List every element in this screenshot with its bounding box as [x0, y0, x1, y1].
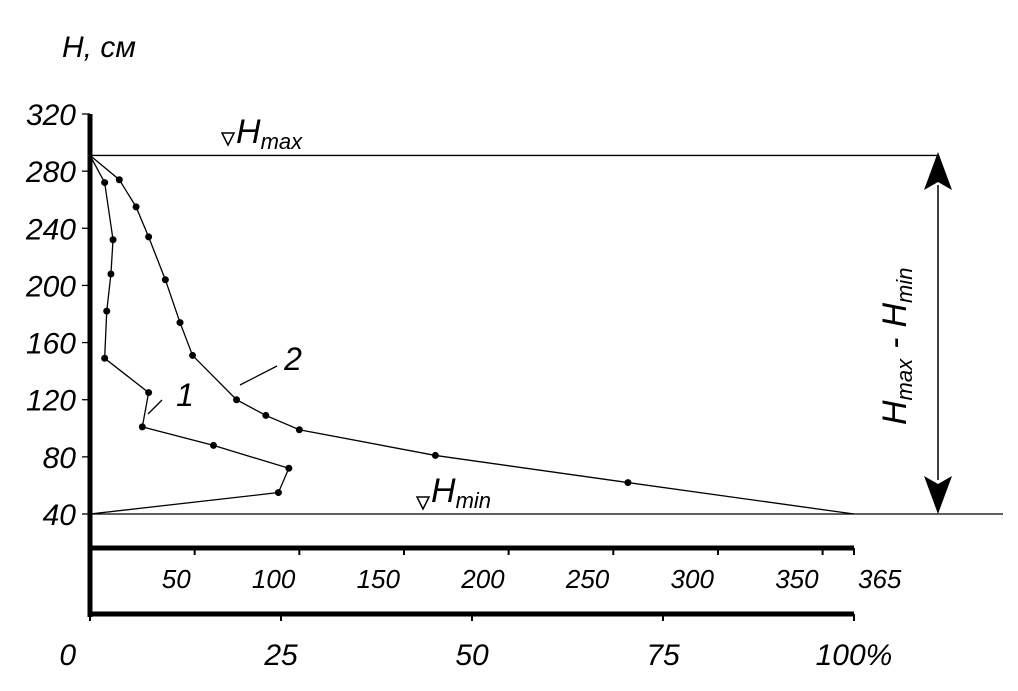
svg-text:Hmax: Hmax	[236, 113, 303, 154]
series-1-leader	[147, 399, 163, 415]
x-ticks-percent: 0 25 50 75 100%	[59, 614, 892, 672]
series-1-label: 1	[176, 377, 194, 413]
hmin-sub: min	[456, 488, 491, 513]
hmin-label: Hmin	[415, 472, 491, 513]
hmin-main: H	[431, 472, 456, 510]
hmax-triangle-icon	[220, 132, 236, 147]
series-2	[89, 154, 855, 515]
x-days-tick-label: 365	[858, 564, 902, 594]
series-1-point	[101, 354, 109, 362]
hmin-triangle-icon	[415, 496, 431, 511]
y-tick-label: 80	[43, 442, 77, 475]
x-days-tick-label: 300	[671, 564, 715, 594]
hmax-label: Hmax	[220, 113, 303, 154]
y-tick-label: 120	[26, 385, 76, 418]
x-percent-tick-label: 100%	[816, 639, 893, 672]
series-1-point	[103, 307, 111, 315]
x-percent-tick-label: 75	[646, 639, 680, 672]
x-percent-tick-label: 50	[455, 639, 489, 672]
series-2-point	[115, 176, 123, 184]
series-2-leader	[239, 365, 278, 386]
x-days-tick-label: 100	[252, 564, 296, 594]
y-tick-label: 200	[25, 270, 76, 303]
series-2-point	[233, 396, 241, 404]
y-tick-label: 320	[26, 99, 76, 132]
series-2-point	[262, 411, 270, 419]
x-ticks-days: 50 100 150 200 250 300 350 365	[162, 548, 902, 594]
x-days-tick-label: 200	[460, 564, 505, 594]
series-2-point	[295, 426, 303, 434]
y-tick-label: 40	[43, 499, 77, 532]
range-arrow-up-icon	[924, 152, 952, 190]
series-2-point	[176, 319, 184, 327]
x-days-tick-label: 50	[162, 564, 191, 594]
series-1-point	[145, 389, 153, 397]
series-2-point	[132, 203, 140, 211]
series-1-point	[274, 489, 282, 497]
series-2-line	[89, 154, 855, 515]
hmax-main: H	[236, 113, 261, 151]
series-1-point	[209, 441, 217, 449]
y-tick-label: 160	[26, 328, 76, 361]
x-percent-tick-label: 25	[263, 639, 298, 672]
svg-text:Hmin: Hmin	[431, 472, 491, 513]
series-2-point	[189, 351, 197, 359]
series-1	[89, 155, 293, 515]
y-ticks: 320 280 240 200 160 120 80 40	[25, 99, 90, 532]
series-1-point	[285, 464, 293, 472]
x-percent-tick-label: 0	[59, 639, 76, 672]
y-axis-title: Н, см	[62, 31, 136, 64]
hmax-sub: max	[261, 129, 304, 154]
x-days-tick-label: 250	[565, 564, 610, 594]
series-2-label: 2	[283, 341, 302, 377]
series-2-point	[145, 233, 153, 241]
series-2-point	[624, 479, 632, 487]
x-days-tick-label: 150	[357, 564, 401, 594]
series-1-line	[89, 155, 290, 515]
range-arrow-down-icon	[924, 476, 952, 514]
y-tick-label: 280	[25, 156, 76, 189]
series-1-point	[109, 236, 117, 244]
range-arrow	[924, 152, 952, 514]
series-1-point	[138, 423, 146, 431]
series-layer: 12	[89, 154, 855, 515]
series-1-point	[101, 179, 109, 187]
series-1-point	[107, 270, 115, 278]
x-days-tick-label: 350	[775, 564, 819, 594]
range-label: Hmax-Hmin	[876, 268, 917, 425]
series-2-point	[431, 451, 439, 459]
y-tick-label: 240	[25, 213, 76, 246]
series-2-point	[161, 276, 169, 284]
